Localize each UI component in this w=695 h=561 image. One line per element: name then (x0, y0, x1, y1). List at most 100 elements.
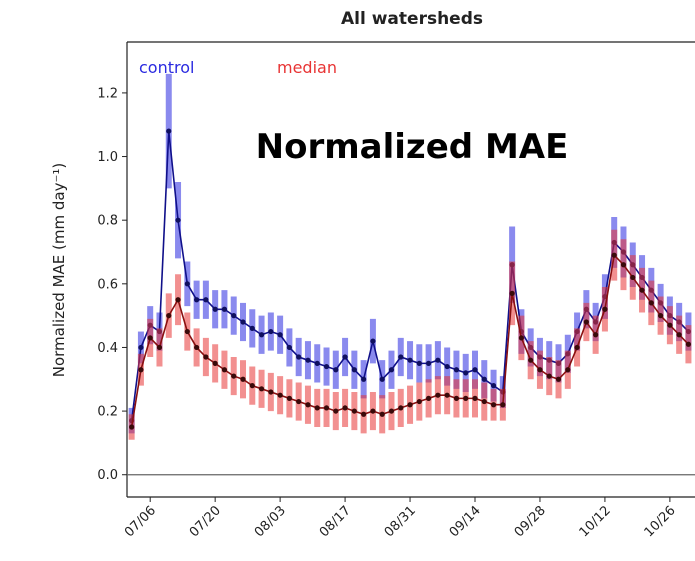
x-tick-label: 07/06 (122, 503, 159, 540)
y-tick-label: 0.0 (97, 468, 118, 483)
data-point (277, 332, 283, 338)
data-point (258, 332, 265, 338)
data-point (472, 367, 478, 373)
data-point (407, 402, 413, 408)
data-point (388, 367, 395, 373)
data-point (240, 319, 246, 325)
data-point (184, 281, 190, 287)
data-point (156, 344, 163, 351)
data-point (509, 290, 515, 296)
data-point (351, 367, 357, 373)
data-point (611, 252, 617, 258)
annotation: Normalized MAE (256, 127, 569, 167)
data-point (333, 408, 339, 414)
data-point (667, 322, 673, 328)
data-point (528, 357, 534, 363)
data-point (370, 408, 376, 414)
data-point (323, 363, 330, 370)
x-tick-label: 10/12 (577, 503, 614, 540)
data-point (500, 402, 506, 408)
data-point (138, 367, 144, 373)
series (128, 229, 692, 440)
data-point (435, 392, 441, 398)
data-point (249, 325, 255, 331)
data-point (518, 335, 525, 341)
data-point (593, 332, 599, 338)
data-point (212, 360, 218, 366)
data-point (342, 354, 348, 360)
data-point (175, 297, 181, 303)
data-point (602, 306, 608, 312)
data-point (379, 376, 385, 382)
y-tick-label: 0.6 (97, 277, 118, 292)
data-point (472, 395, 478, 401)
data-point (574, 344, 580, 351)
data-point (416, 398, 422, 405)
y-tick-label: 0.8 (97, 214, 118, 229)
data-point (286, 344, 292, 351)
data-point (194, 297, 200, 303)
data-point (138, 344, 144, 351)
data-point (147, 335, 153, 341)
data-point (444, 363, 450, 370)
data-point (175, 217, 181, 223)
data-point (648, 300, 654, 306)
data-point (546, 373, 552, 379)
data-point (416, 360, 422, 366)
x-tick-label: 07/20 (187, 503, 224, 540)
data-point (463, 370, 469, 376)
data-point (388, 408, 395, 414)
data-point (370, 338, 376, 344)
data-point (296, 354, 302, 360)
data-point (249, 383, 255, 389)
data-point (565, 367, 571, 373)
data-point (166, 313, 172, 319)
data-point (268, 389, 274, 395)
data-point (490, 402, 497, 408)
data-point (314, 405, 320, 411)
y-tick-label: 0.4 (97, 341, 118, 356)
data-point (453, 395, 460, 401)
data-point (342, 405, 348, 411)
data-point (258, 386, 265, 392)
data-point (398, 405, 404, 411)
x-tick-label: 08/03 (252, 503, 289, 540)
data-point (435, 357, 441, 363)
data-point (481, 376, 487, 382)
data-point (231, 373, 237, 379)
data-point (305, 357, 311, 363)
data-point (277, 392, 283, 398)
data-point (685, 341, 692, 347)
data-point (333, 367, 339, 373)
data-point (212, 306, 218, 312)
data-point (555, 376, 562, 382)
data-point (221, 367, 228, 373)
data-point (268, 328, 274, 335)
x-tick-label: 08/31 (382, 503, 419, 540)
data-point (379, 411, 385, 417)
y-tick-label: 1.0 (97, 150, 118, 165)
data-point (658, 313, 664, 319)
data-point (194, 344, 200, 351)
legend-label: control (139, 58, 194, 77)
data-point (676, 332, 682, 338)
data-point (231, 313, 237, 319)
data-point (351, 408, 357, 414)
data-point (583, 319, 589, 325)
data-point (203, 297, 209, 303)
x-tick-label: 09/14 (447, 503, 484, 540)
data-point (407, 357, 413, 363)
data-point (203, 354, 209, 360)
data-point (453, 367, 460, 373)
data-point (426, 395, 432, 401)
data-point (221, 306, 228, 312)
data-point (323, 405, 330, 411)
data-point (537, 367, 543, 373)
data-point (639, 287, 645, 293)
legend-label: median (277, 58, 337, 77)
chart-title: All watersheds (341, 9, 483, 29)
y-axis-label: Normalized MAE (mm day⁻¹) (50, 163, 68, 378)
y-tick-label: 0.2 (97, 405, 118, 420)
data-point (305, 402, 311, 408)
